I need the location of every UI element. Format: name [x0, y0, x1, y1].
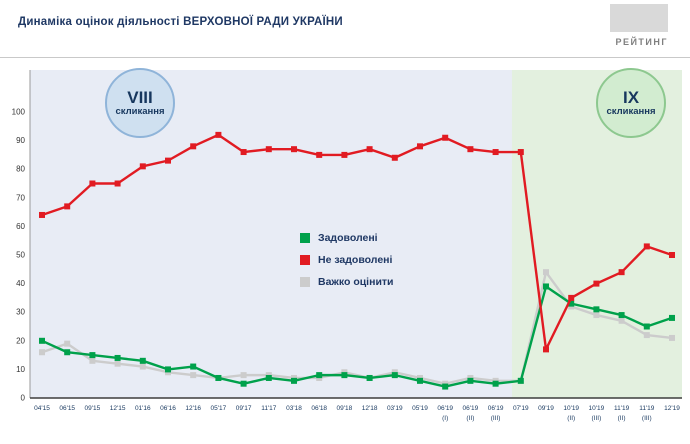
legend-item-hard-to-say: Важко оцінити	[300, 275, 394, 288]
legend-label-satisfied: Задоволені	[318, 231, 378, 244]
svg-text:09'15: 09'15	[85, 405, 101, 412]
convocation-ix-sublabel: скликання	[606, 106, 656, 118]
svg-text:05'19: 05'19	[412, 405, 428, 412]
legend-color-hard-to-say	[300, 276, 310, 287]
svg-text:03'18: 03'18	[286, 405, 302, 412]
svg-text:50: 50	[16, 251, 25, 260]
svg-text:0: 0	[21, 394, 26, 403]
convocation-ix-badge: IX скликання	[596, 68, 666, 138]
svg-text:12'16: 12'16	[185, 405, 201, 412]
svg-text:(I): (I)	[442, 415, 448, 422]
svg-text:04'15: 04'15	[34, 405, 50, 412]
svg-text:12'18: 12'18	[362, 405, 378, 412]
svg-text:12'19: 12'19	[664, 405, 680, 412]
legend-item-satisfied: Задоволені	[300, 231, 394, 244]
svg-text:(III): (III)	[491, 415, 501, 422]
svg-text:20: 20	[16, 336, 25, 345]
svg-text:12'15: 12'15	[110, 405, 126, 412]
svg-text:70: 70	[16, 193, 25, 202]
svg-text:10: 10	[16, 365, 25, 374]
svg-text:(II): (II)	[567, 415, 575, 422]
svg-text:(III): (III)	[642, 415, 652, 422]
page-title: Динаміка оцінок діяльності ВЕРХОВНОЇ РАД…	[18, 16, 343, 28]
svg-text:(II): (II)	[466, 415, 474, 422]
svg-text:80: 80	[16, 165, 25, 174]
chart-legend: Задоволені Не задоволені Важко оцінити	[300, 231, 394, 288]
header-divider	[0, 57, 690, 58]
legend-item-not-satisfied: Не задоволені	[300, 253, 394, 266]
svg-text:07'19: 07'19	[513, 405, 529, 412]
svg-text:(II): (II)	[618, 415, 626, 422]
convocation-viii-sublabel: скликання	[115, 106, 165, 118]
legend-color-not-satisfied	[300, 254, 310, 265]
rating-logo-mark	[610, 4, 668, 32]
svg-text:06'16: 06'16	[160, 405, 176, 412]
chart: 0 10 20 30 40 50 60 70 80 90 100 04'15 06'15 09'15 12'…	[0, 58, 690, 444]
svg-text:10'19: 10'19	[589, 405, 605, 412]
svg-text:100: 100	[12, 108, 26, 117]
svg-text:11'17: 11'17	[261, 405, 277, 412]
svg-text:05'17: 05'17	[211, 405, 227, 412]
convocation-viii-badge: VIII скликання	[105, 68, 175, 138]
svg-text:11'19: 11'19	[614, 405, 630, 412]
legend-color-satisfied	[300, 232, 310, 243]
rating-logo: РЕЙТИНГ	[610, 4, 668, 47]
legend-label-not-satisfied: Не задоволені	[318, 253, 393, 266]
svg-text:09'18: 09'18	[337, 405, 353, 412]
legend-label-hard-to-say: Важко оцінити	[318, 275, 394, 288]
convocation-ix-label: IX	[622, 87, 640, 107]
svg-text:60: 60	[16, 222, 25, 231]
rating-logo-text: РЕЙТИНГ	[615, 37, 668, 47]
svg-text:40: 40	[16, 279, 25, 288]
svg-text:09'19: 09'19	[538, 405, 554, 412]
svg-text:09'17: 09'17	[236, 405, 252, 412]
svg-text:06'19: 06'19	[488, 405, 504, 412]
svg-text:90: 90	[16, 136, 25, 145]
svg-text:06'15: 06'15	[59, 405, 75, 412]
svg-text:06'19: 06'19	[463, 405, 479, 412]
svg-text:(III): (III)	[592, 415, 602, 422]
svg-text:10'19: 10'19	[563, 405, 579, 412]
convocation-viii-label: VIII	[127, 87, 153, 107]
svg-text:06'18: 06'18	[311, 405, 327, 412]
svg-text:01'16: 01'16	[135, 405, 151, 412]
svg-text:30: 30	[16, 308, 25, 317]
svg-text:11'19: 11'19	[639, 405, 655, 412]
svg-text:06'19: 06'19	[437, 405, 453, 412]
svg-text:03'19: 03'19	[387, 405, 403, 412]
